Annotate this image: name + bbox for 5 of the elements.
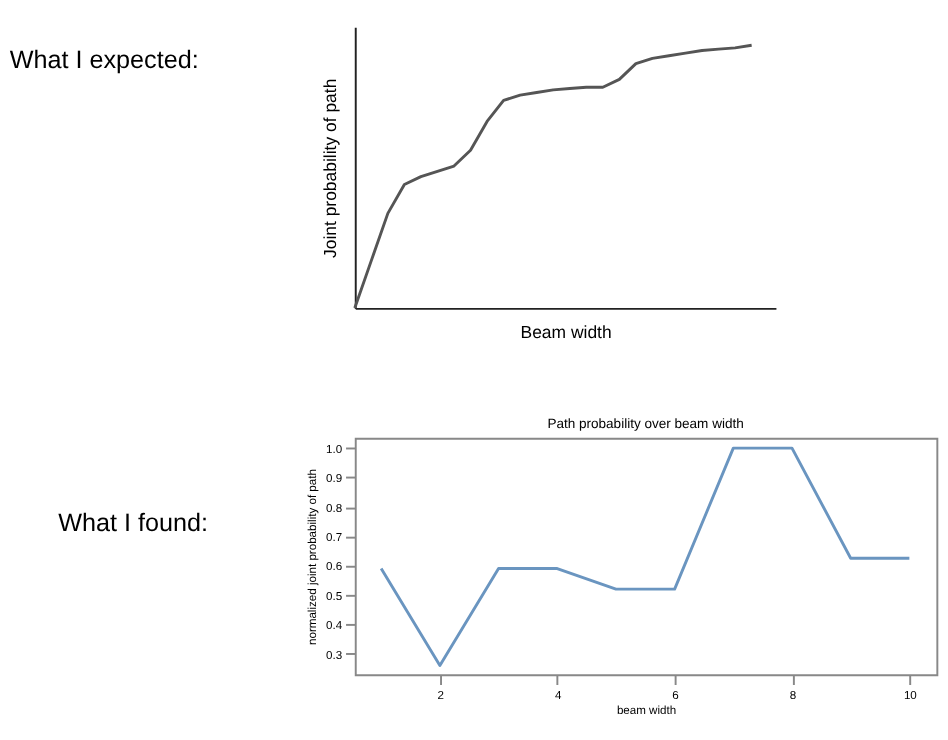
text: What I expected: xyxy=(9,45,199,74)
x-axis-title: Beam width xyxy=(520,321,612,342)
text: What I found: xyxy=(58,508,208,537)
line-series xyxy=(379,446,911,667)
y-axis-title: Joint probability of path xyxy=(320,78,341,259)
